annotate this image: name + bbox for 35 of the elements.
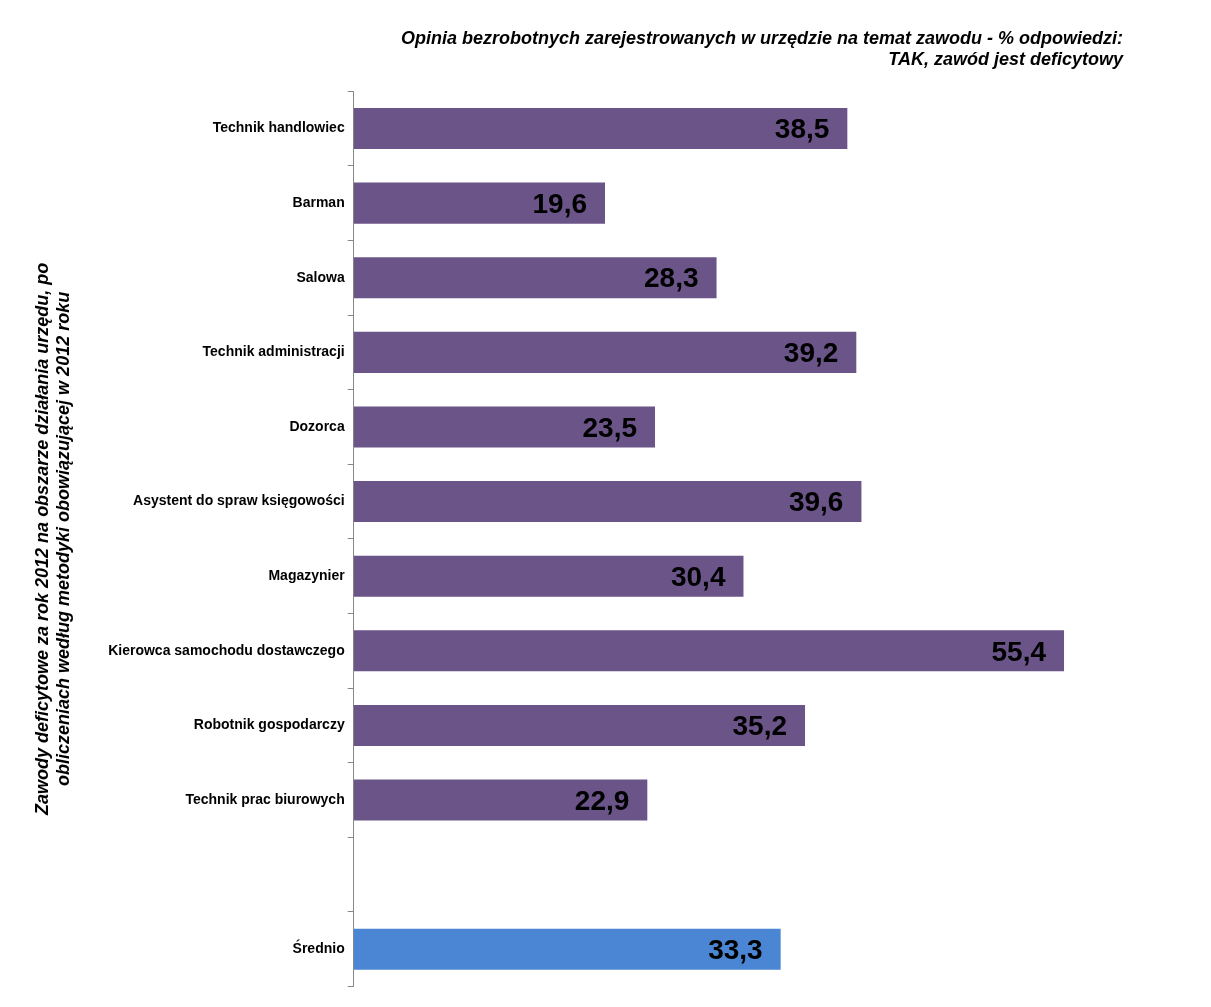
y-tick-label: Magazynier <box>268 567 346 584</box>
data-label: 38,5 <box>774 113 830 145</box>
y-tick-label: Asystent do spraw księgowości <box>133 492 345 509</box>
y-tick-label: Średnio <box>292 939 345 957</box>
y-tick-label: Technik prac biurowych <box>185 790 345 807</box>
y-tick-label: Robotnik gospodarczy <box>193 716 345 733</box>
data-label: 39,6 <box>788 486 844 518</box>
data-label: 22,9 <box>574 784 630 816</box>
data-label: 33,3 <box>708 934 763 966</box>
data-label: 23,5 <box>582 411 638 443</box>
y-tick-label: Barman <box>292 193 345 210</box>
bar <box>353 630 1065 672</box>
bar <box>353 406 656 448</box>
y-tick-label: Technik handlowiec <box>212 119 345 136</box>
bar <box>353 107 848 150</box>
y-tick-label: Technik administracji <box>202 343 345 360</box>
y-tick-label: Kierowca samochodu dostawczego <box>108 641 345 658</box>
bar <box>353 555 744 597</box>
data-label: 35,2 <box>732 710 788 742</box>
data-label: 39,2 <box>783 337 839 369</box>
bar <box>353 481 862 523</box>
bar <box>353 331 857 373</box>
data-label: 28,3 <box>644 262 699 294</box>
chart-title: Opinia bezrobotnych zarejestrowanych w urzędzie na temat zawodu - % odpowiedzi: TAK, zawód jest deficytowy <box>400 27 1124 70</box>
y-tick-label: Salowa <box>296 268 345 285</box>
bar <box>353 182 605 224</box>
y-tick-label: Dozorca <box>289 417 345 434</box>
bar <box>353 779 648 821</box>
bar <box>353 704 806 746</box>
data-label: 19,6 <box>532 187 587 219</box>
bar <box>353 928 781 970</box>
bar <box>353 257 717 299</box>
data-label: 30,4 <box>670 560 726 592</box>
data-label: 55,4 <box>991 635 1047 667</box>
y-axis-title: Zawody deficytowe za rok 2012 na obszarze działania urzędu, po obliczeniach według metodyki obowiązującej w 2012 roku <box>31 262 74 816</box>
